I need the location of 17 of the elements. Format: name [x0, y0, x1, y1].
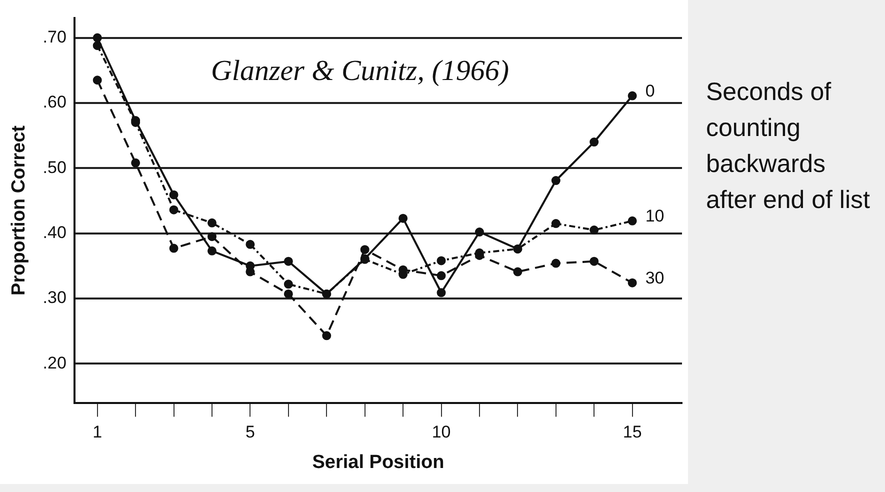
series-label: 30: [645, 268, 664, 288]
x-tick-label: 5: [245, 422, 255, 442]
x-tick-label: 1: [92, 422, 102, 442]
x-axis-title: Serial Position: [312, 452, 444, 473]
series-label: 10: [645, 206, 664, 226]
y-tick-label: .30: [42, 288, 66, 308]
series-label: 0: [645, 81, 655, 100]
legend-title: Seconds of counting backwards after end of list: [706, 77, 871, 216]
y-tick-label: .20: [42, 353, 66, 372]
y-tick-label: .60: [42, 92, 66, 112]
y-axis-title: Proportion Correct: [8, 124, 30, 296]
y-tick-label: .40: [42, 223, 66, 242]
x-tick-label: 15: [622, 422, 642, 442]
x-tick-label: 10: [432, 422, 451, 442]
y-tick-label: .50: [42, 158, 66, 177]
annotation: Glanzer & Cunitz, (1966): [210, 54, 510, 87]
y-tick-label: .70: [42, 27, 66, 46]
